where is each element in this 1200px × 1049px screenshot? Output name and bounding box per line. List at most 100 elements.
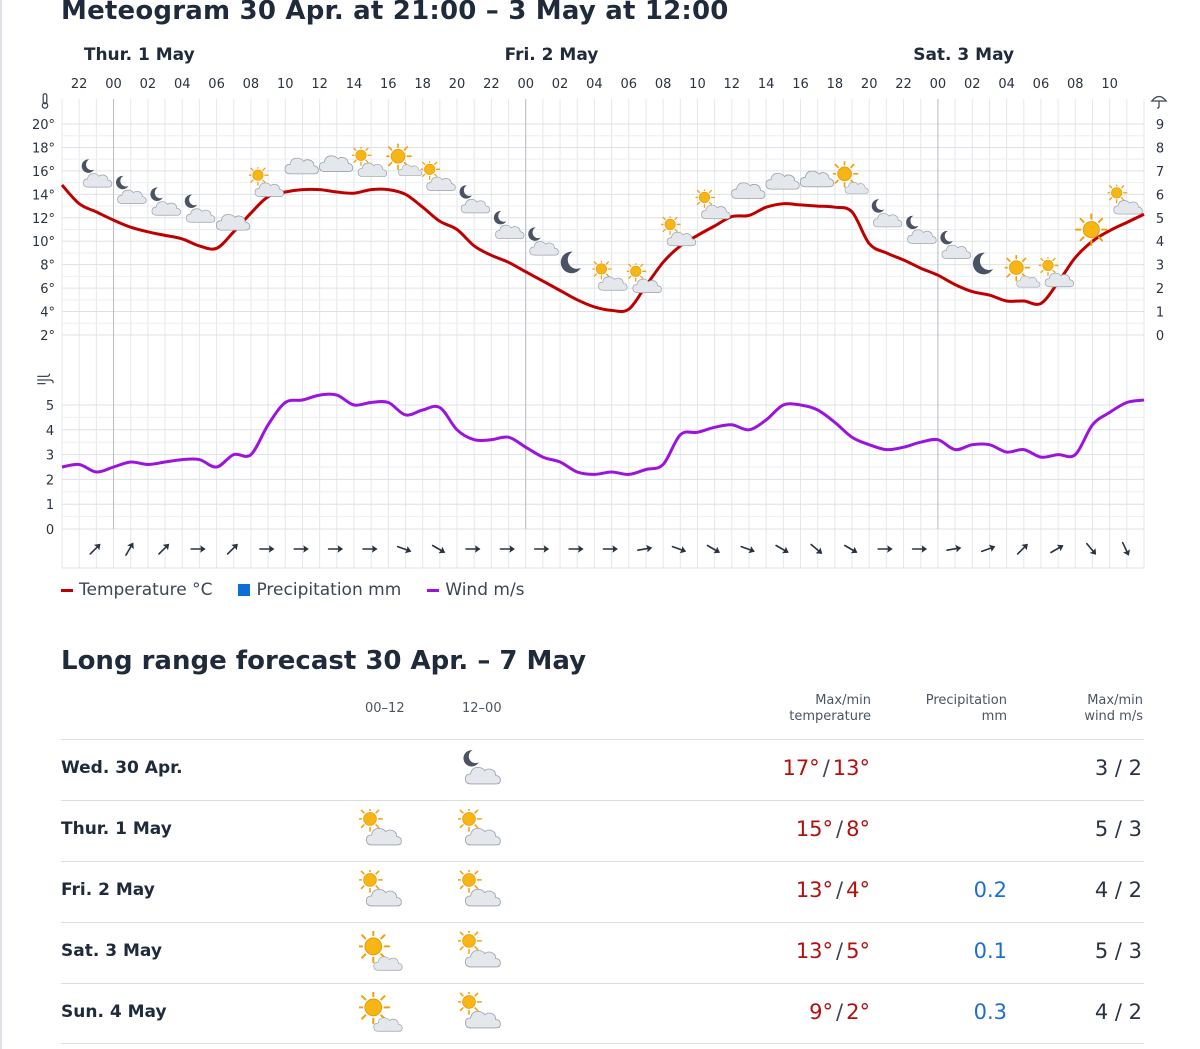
temperature-separator: / xyxy=(836,1000,844,1024)
wind-direction-arrow-icon xyxy=(533,544,551,554)
wind-direction-arrow-icon xyxy=(1083,540,1100,558)
temperature-max: 9° xyxy=(809,1000,834,1024)
hour-label: 22 xyxy=(71,77,88,92)
sun-cloud-bright-icon xyxy=(359,992,402,1031)
day-label: Fri. 2 May xyxy=(505,45,599,65)
day-label: Thur. 1 May xyxy=(84,45,195,65)
temperature-max: 13° xyxy=(795,939,834,963)
precipitation-value: 0.3 xyxy=(973,1000,1007,1024)
hour-label: 06 xyxy=(208,77,225,92)
header-precipitation-line1: Precipitation xyxy=(925,693,1007,708)
cloud-icon xyxy=(319,155,354,172)
temperature-min: 8° xyxy=(846,817,870,841)
wind-direction-arrow-icon xyxy=(121,539,138,558)
hour-label: 10 xyxy=(689,77,706,92)
wind-direction-arrows xyxy=(86,539,1134,559)
night-cloud-icon xyxy=(463,750,500,784)
sun-cloud-icon xyxy=(1107,183,1143,214)
header-precipitation: Precipitation mm xyxy=(926,693,1007,725)
forecast-row[interactable]: Thur. 1 May 15°/8° 5 / 3 xyxy=(61,800,1144,861)
header-period-pm: 12–00 xyxy=(462,701,502,716)
precipitation-tick-label: 5 xyxy=(1156,212,1164,227)
wind-direction-arrow-icon xyxy=(1118,540,1134,559)
wind-direction-arrow-icon xyxy=(670,542,689,556)
wind-max-min: 3 / 2 xyxy=(1094,756,1142,780)
wind-direction-arrow-icon xyxy=(465,544,482,554)
wind-series xyxy=(61,392,1145,476)
wind-direction-arrow-icon xyxy=(224,540,242,558)
temperature-tick-label: 14° xyxy=(32,188,55,203)
forecast-row[interactable]: Sat. 3 May 13°/5° 0.1 5 / 3 xyxy=(61,922,1144,983)
hour-label: 00 xyxy=(105,77,122,92)
hour-label: 08 xyxy=(243,77,260,92)
cloud-icon xyxy=(765,172,800,190)
precipitation-tick-label: 7 xyxy=(1156,165,1164,180)
header-wind: Max/min wind m/s xyxy=(1084,693,1143,725)
temperature-separator: / xyxy=(836,878,844,902)
sun-cloud-icon xyxy=(458,992,500,1028)
precipitation-tick-label: 0 xyxy=(1156,329,1164,344)
wind-direction-arrow-icon xyxy=(842,541,861,557)
hour-label: 10 xyxy=(277,77,294,92)
wind-direction-arrow-icon xyxy=(945,543,963,555)
temperature-max: 15° xyxy=(795,817,834,841)
forecast-row[interactable]: Sun. 4 May 9°/2° 0.3 4 / 2 xyxy=(61,983,1144,1044)
hour-label: 14 xyxy=(346,77,363,92)
hour-label: 02 xyxy=(140,77,157,92)
temperature-tick-label: 8° xyxy=(40,259,55,274)
sun-cloud-icon xyxy=(458,870,500,906)
sun-cloud-icon xyxy=(420,159,456,190)
cloud-icon xyxy=(799,170,835,188)
temperature-min: 13° xyxy=(832,756,870,780)
precipitation-value: 0.1 xyxy=(973,939,1007,963)
sun-cloud-icon xyxy=(591,259,627,290)
wind-tick-label: 5 xyxy=(46,399,54,414)
sun-cloud-icon xyxy=(458,931,500,967)
weather-icon-am xyxy=(359,931,403,975)
forecast-day: Sat. 3 May xyxy=(61,941,162,961)
forecast-day: Thur. 1 May xyxy=(61,819,172,839)
precipitation-tick-label: 3 xyxy=(1156,259,1164,274)
header-wind-line1: Max/min xyxy=(1087,693,1143,708)
hour-label: 10 xyxy=(1101,77,1118,92)
temperature-max: 17° xyxy=(782,756,820,780)
hour-label: 06 xyxy=(1033,77,1050,92)
wind-direction-arrow-icon xyxy=(259,544,276,554)
sun-icon xyxy=(1075,213,1108,246)
max-min-temperature: 9°/2° xyxy=(809,1000,870,1024)
page-left-border xyxy=(0,0,2,1049)
header-temperature-line1: Max/min xyxy=(815,693,871,708)
weather-icon-am xyxy=(359,870,403,914)
sun-cloud-bright-icon xyxy=(359,931,402,970)
meteogram-chart: Thur. 1 May Fri. 2 May Sat. 3 May 22 00 02 04… xyxy=(32,45,1167,569)
legend-temperature-label: Temperature °C xyxy=(79,580,213,600)
temperature-separator: / xyxy=(836,817,844,841)
wind-direction-arrow-icon xyxy=(739,542,757,556)
wind-tick-label: 1 xyxy=(46,498,54,513)
forecast-day: Sun. 4 May xyxy=(61,1002,167,1022)
wind-direction-arrow-icon xyxy=(293,544,310,554)
temperature-axis: 2° 4° 6° 8° 10° 12° 14° 16° 18° 20° xyxy=(32,118,55,344)
weather-icon-am xyxy=(359,809,403,853)
temperature-max: 13° xyxy=(795,878,834,902)
moon-icon xyxy=(560,251,581,274)
thermometer-icon xyxy=(41,93,49,109)
precipitation-tick-label: 2 xyxy=(1156,282,1164,297)
weather-icon-pm xyxy=(458,931,502,975)
temperature-min: 2° xyxy=(846,1000,870,1024)
forecast-row[interactable]: Wed. 30 Apr. 17°/13° 3 / 2 xyxy=(61,739,1144,800)
weather-icon-am xyxy=(359,748,403,792)
hour-label: 08 xyxy=(655,77,672,92)
hour-label: 18 xyxy=(827,77,844,92)
forecast-day: Fri. 2 May xyxy=(61,880,155,900)
precipitation-tick-label: 1 xyxy=(1156,306,1164,321)
meteogram-title: Meteogram 30 Apr. at 21:00 – 3 May at 12… xyxy=(61,0,729,26)
wind-direction-arrow-icon xyxy=(499,544,516,554)
hour-label: 02 xyxy=(552,77,569,92)
weather-icon-am xyxy=(359,992,403,1036)
legend-wind-swatch xyxy=(427,588,440,592)
wind-direction-arrow-icon xyxy=(362,544,379,554)
wind-direction-arrow-icon xyxy=(911,544,928,554)
forecast-row[interactable]: Fri. 2 May 13°/4° 0.2 4 / 2 xyxy=(61,861,1144,922)
moon-icon xyxy=(972,252,994,275)
